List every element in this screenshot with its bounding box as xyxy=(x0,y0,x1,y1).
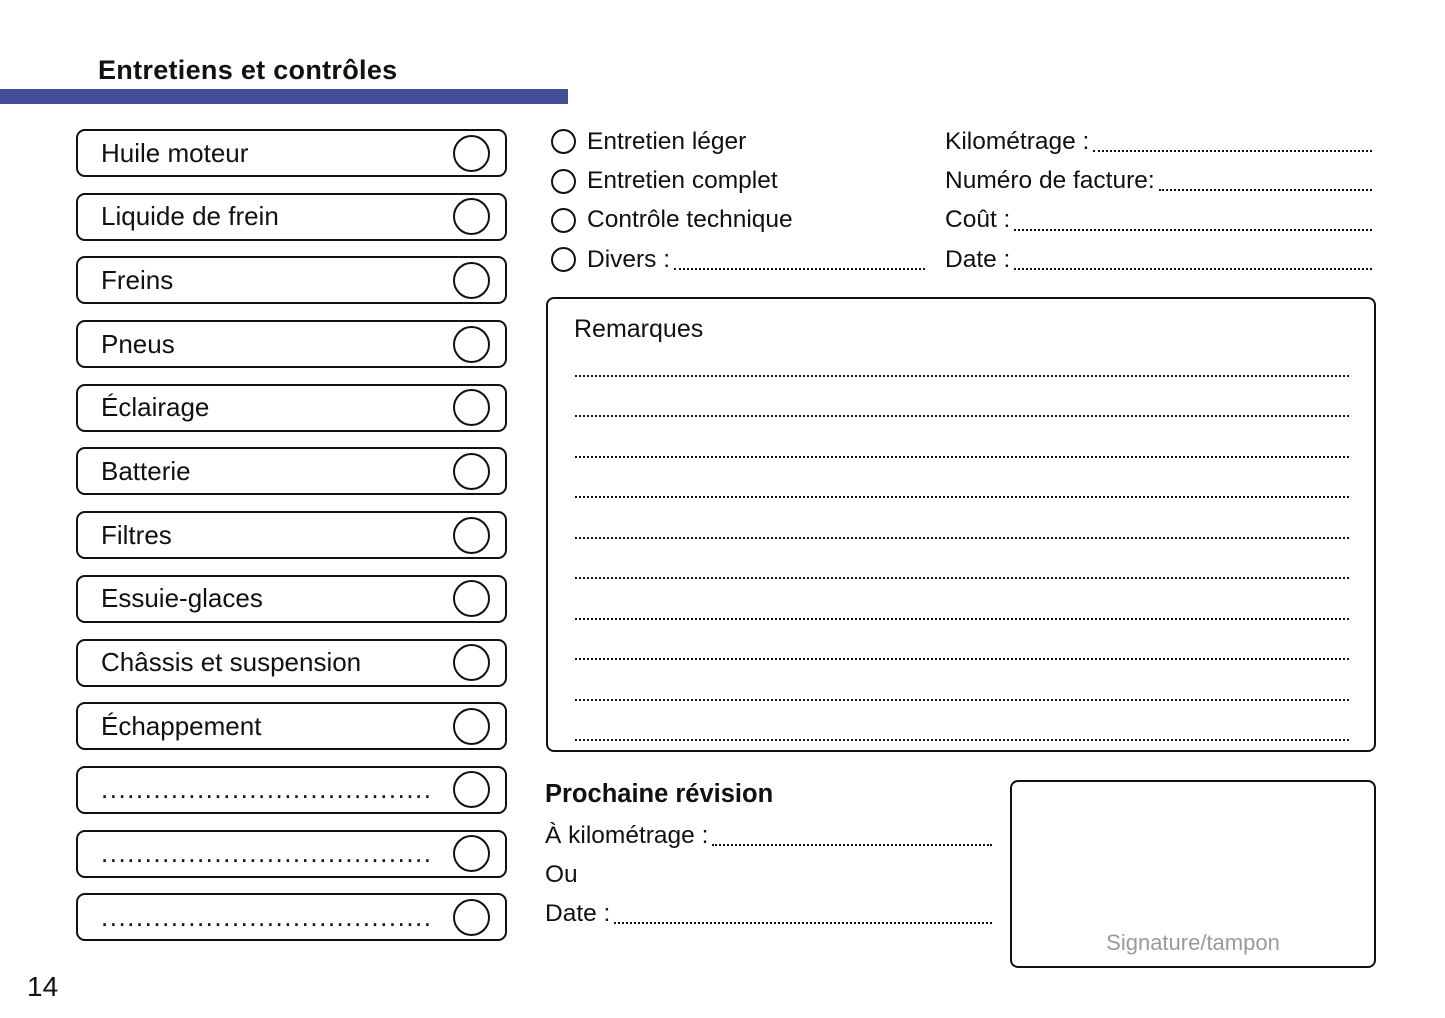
checklist-row-pneus: Pneus xyxy=(76,320,507,369)
blank-fill-line[interactable]: ...................................... xyxy=(101,774,433,805)
option-divers: Divers : xyxy=(551,240,925,279)
checklist-item-label: Batterie xyxy=(101,455,191,486)
remarks-line[interactable] xyxy=(575,579,1349,620)
radio-circle-icon[interactable] xyxy=(551,168,576,194)
remarks-line[interactable] xyxy=(575,539,1349,580)
check-circle-icon[interactable] xyxy=(453,707,490,745)
checklist-row-huile-moteur: Huile moteur xyxy=(76,129,507,177)
check-circle-icon[interactable] xyxy=(453,898,490,936)
checklist-row-blank-3[interactable]: ...................................... xyxy=(76,893,507,942)
option-controle-technique: Contrôle technique xyxy=(551,201,925,240)
checklist-row-freins: Freins xyxy=(76,256,507,305)
facture-fill-line[interactable] xyxy=(1158,189,1372,192)
title-underline-bar xyxy=(0,89,568,104)
checklist-item-label: Essuie-glaces xyxy=(101,583,263,614)
field-label: Date : xyxy=(545,899,611,927)
check-circle-icon[interactable] xyxy=(453,325,490,363)
remarks-line[interactable] xyxy=(575,458,1349,499)
checklist-row-echappement: Échappement xyxy=(76,702,507,751)
check-circle-icon[interactable] xyxy=(453,644,490,681)
divers-fill-line[interactable] xyxy=(674,268,925,271)
checklist-item-label: Freins xyxy=(101,264,174,295)
checklist-item-label: Éclairage xyxy=(101,392,210,423)
cout-fill-line[interactable] xyxy=(1014,228,1372,231)
next-service-title: Prochaine révision xyxy=(545,780,774,808)
service-type-options: Entretien léger Entretien complet Contrô… xyxy=(551,122,925,280)
date-fill-line[interactable] xyxy=(1014,268,1372,271)
invoice-fields: Kilométrage : Numéro de facture: Coût : … xyxy=(945,122,1372,280)
checklist-row-essuie-glaces: Essuie-glaces xyxy=(76,574,507,623)
check-circle-icon[interactable] xyxy=(453,771,490,809)
checklist-row-liquide-de-frein: Liquide de frein xyxy=(76,192,507,241)
check-circle-icon[interactable] xyxy=(453,261,490,299)
field-next-date: Date : xyxy=(545,894,992,933)
remarks-box: Remarques xyxy=(546,297,1376,752)
checklist-row-blank-1[interactable]: ...................................... xyxy=(76,765,507,814)
remarks-line[interactable] xyxy=(575,417,1349,458)
blank-fill-line[interactable]: ...................................... xyxy=(101,901,433,932)
checklist-row-batterie: Batterie xyxy=(76,447,507,496)
remarks-lines xyxy=(575,336,1349,742)
a-kilometrage-fill-line[interactable] xyxy=(712,844,992,847)
checklist-row-chassis-et-suspension: Châssis et suspension xyxy=(76,638,507,687)
field-label: Kilométrage : xyxy=(945,127,1090,155)
remarks-line[interactable] xyxy=(575,336,1349,377)
or-label: Ou xyxy=(545,861,578,889)
option-entretien-leger: Entretien léger xyxy=(551,122,925,161)
checklist-item-label: Pneus xyxy=(101,328,175,359)
field-numero-de-facture: Numéro de facture: xyxy=(945,161,1372,200)
option-label: Contrôle technique xyxy=(587,206,793,234)
option-entretien-complet: Entretien complet xyxy=(551,161,925,200)
next-date-fill-line[interactable] xyxy=(614,921,992,924)
check-circle-icon[interactable] xyxy=(453,516,490,554)
radio-circle-icon[interactable] xyxy=(551,207,576,233)
radio-circle-icon[interactable] xyxy=(551,247,576,273)
check-circle-icon[interactable] xyxy=(453,198,490,236)
checklist: Huile moteur Liquide de frein Freins Pne… xyxy=(76,129,507,957)
page-title: Entretiens et contrôles xyxy=(98,55,398,85)
or-label-row: Ou xyxy=(545,856,992,895)
checklist-item-label: Filtres xyxy=(101,519,172,550)
field-a-kilometrage: À kilométrage : xyxy=(545,817,992,856)
checklist-row-blank-2[interactable]: ...................................... xyxy=(76,829,507,878)
remarks-line[interactable] xyxy=(575,660,1349,701)
checklist-item-label: Huile moteur xyxy=(101,137,249,168)
checklist-item-label: Liquide de frein xyxy=(101,201,279,232)
checklist-row-eclairage: Éclairage xyxy=(76,383,507,432)
checklist-item-label: Châssis et suspension xyxy=(101,647,362,677)
option-label: Entretien léger xyxy=(587,127,747,155)
field-kilometrage: Kilométrage : xyxy=(945,122,1372,161)
radio-circle-icon[interactable] xyxy=(551,129,576,155)
check-circle-icon[interactable] xyxy=(453,452,490,490)
remarks-line[interactable] xyxy=(575,377,1349,418)
remarks-line[interactable] xyxy=(575,701,1349,742)
remarks-line[interactable] xyxy=(575,620,1349,661)
field-cout: Coût : xyxy=(945,201,1372,240)
field-label: Date : xyxy=(945,245,1011,273)
field-label: À kilométrage : xyxy=(545,822,709,850)
remarks-title: Remarques xyxy=(574,315,704,343)
page-number: 14 xyxy=(27,971,59,1002)
checklist-item-label: Échappement xyxy=(101,710,262,741)
check-circle-icon[interactable] xyxy=(453,580,490,618)
check-circle-icon[interactable] xyxy=(453,134,490,172)
kilometrage-fill-line[interactable] xyxy=(1093,149,1372,152)
blank-fill-line[interactable]: ...................................... xyxy=(101,838,433,869)
check-circle-icon[interactable] xyxy=(453,835,490,873)
checklist-row-filtres: Filtres xyxy=(76,511,507,560)
signature-label: Signature/tampon xyxy=(1106,930,1280,955)
field-date: Date : xyxy=(945,240,1372,279)
option-label: Entretien complet xyxy=(587,167,778,195)
option-label: Divers : xyxy=(587,245,671,273)
next-service-section: Prochaine révision À kilométrage : Ou Da… xyxy=(545,779,992,933)
signature-box[interactable]: Signature/tampon xyxy=(1010,780,1376,968)
field-label: Numéro de facture: xyxy=(945,167,1155,195)
field-label: Coût : xyxy=(945,206,1011,234)
remarks-line[interactable] xyxy=(575,498,1349,539)
check-circle-icon[interactable] xyxy=(453,389,490,427)
